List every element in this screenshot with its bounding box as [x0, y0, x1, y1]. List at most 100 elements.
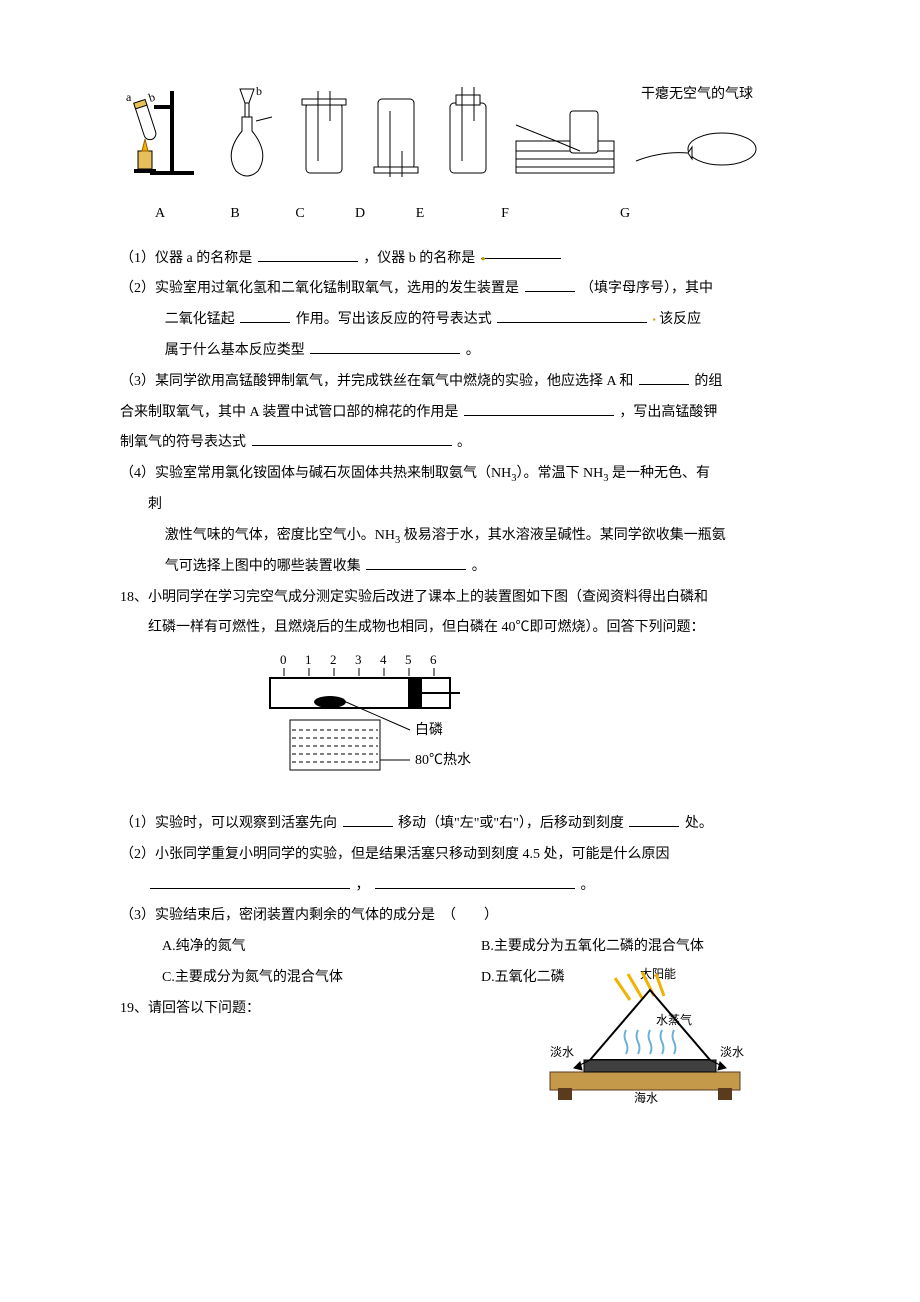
t: （1）实验时，可以观察到活塞先向 [120, 816, 337, 831]
blank [310, 339, 460, 354]
apparatus-b: b [212, 81, 282, 181]
apparatus-f-svg [510, 81, 620, 181]
t: 。 [466, 343, 480, 358]
t: 二氧化锰起 [165, 312, 235, 327]
q17-2-line3: 属于什么基本反应类型 。 [165, 336, 800, 367]
svg-text:水蒸气: 水蒸气 [656, 1012, 692, 1027]
q18-3-opts-1: A.纯净的氮气 B.主要成分为五氧化二磷的混合气体 [162, 932, 800, 963]
blank [150, 874, 350, 889]
piston-diagram: 0 1 2 3 4 5 6 白磷 [260, 650, 800, 803]
apparatus-labels: A B C D E F G [120, 199, 800, 230]
t: （3）某同学欲用高锰酸钾制氧气，并完成铁丝在氧气中燃烧的实验，他应选择 A 和 [120, 374, 633, 389]
blank [252, 431, 452, 446]
q17-4-ci: 刺 [148, 490, 800, 521]
apparatus-d-svg [366, 81, 426, 181]
t: 是一种无色、有 [608, 466, 710, 481]
q18-intro2: 红磷一样有可燃性，且燃烧后的生成物也相同，但白磷在 40℃即可燃烧）。回答下列问… [148, 613, 800, 644]
t: ，写出高锰酸钾 [619, 405, 717, 420]
svg-text:b: b [256, 84, 262, 98]
apparatus-e-svg [438, 81, 498, 181]
t: 。 [581, 878, 595, 893]
t: 。 [457, 435, 471, 450]
blank [258, 247, 358, 262]
q17-4: （4）实验室常用氯化铵固体与碱石灰固体共热来制取氨气（NH3）。常温下 NH3 … [120, 459, 800, 490]
q17-3: （3）某同学欲用高锰酸钾制氧气，并完成铁丝在氧气中燃烧的实验，他应选择 A 和 … [120, 367, 800, 398]
t: 刺 [148, 497, 162, 512]
q17-2: （2）实验室用过氧化氢和二氧化锰制取氧气，选用的发生装置是 （填字母序号），其中 [120, 274, 800, 305]
q17-1: （1）仪器 a 的名称是 ，仪器 b 的名称是 ● [120, 244, 800, 275]
t: 处。 [685, 816, 713, 831]
q17-3-line2: 合来制取氧气，其中 A 装置中试管口部的棉花的作用是 ，写出高锰酸钾 [120, 398, 800, 429]
svg-text:a: a [126, 90, 132, 104]
q17-4-line2: 激性气味的气体，密度比空气小。NH3 极易溶于水，其水溶液呈碱性。某同学欲收集一… [165, 521, 800, 552]
t: 极易溶于水，其水溶液呈碱性。某同学欲收集一瓶氨 [400, 528, 726, 543]
apparatus-a-svg: a b [120, 81, 200, 181]
blank [525, 277, 575, 292]
optD: D.五氧化二磷 [481, 963, 800, 994]
label-g: G [560, 199, 690, 230]
apparatus-b-svg: b [212, 81, 282, 181]
dot-icon: ● [481, 254, 486, 263]
optB: B.主要成分为五氧化二磷的混合气体 [481, 932, 800, 963]
t: ）。常温下 NH [516, 466, 603, 481]
label-b: B [200, 199, 270, 230]
q17-3-line3: 制氧气的符号表达式 。 [120, 428, 800, 459]
svg-text:3: 3 [355, 652, 362, 667]
svg-text:80℃热水: 80℃热水 [415, 752, 471, 768]
svg-text:6: 6 [430, 652, 437, 667]
t: 制氧气的符号表达式 [120, 435, 246, 450]
apparatus-f [510, 81, 620, 181]
apparatus-d [366, 81, 426, 181]
t: ， [356, 878, 370, 893]
t: 合来制取氧气，其中 A 装置中试管口部的棉花的作用是 [120, 405, 458, 420]
q17-1-b: ，仪器 b 的名称是 [363, 251, 475, 266]
q18-3: （3）实验结束后，密闭装置内剩余的气体的成分是 （ ） [120, 901, 800, 932]
svg-text:4: 4 [380, 652, 387, 667]
svg-text:1: 1 [305, 652, 312, 667]
blank [343, 812, 393, 827]
t: 的组 [694, 374, 722, 389]
q17-4-line3: 气可选择上图中的哪些装置收集 。 [165, 552, 800, 583]
page: a b [0, 0, 920, 1177]
t: 移动（填"左"或"右"），后移动到刻度 [398, 816, 624, 831]
dot-icon: ▪ [653, 315, 656, 324]
apparatus-c-svg [294, 81, 354, 181]
blank [366, 555, 466, 570]
svg-text:海水: 海水 [634, 1090, 658, 1104]
label-d: D [330, 199, 390, 230]
balloon-caption: 干瘪无空气的气球 [641, 80, 753, 111]
svg-text:2: 2 [330, 652, 337, 667]
svg-text:b: b [147, 90, 157, 105]
label-f: F [450, 199, 560, 230]
svg-text:淡水: 淡水 [720, 1045, 744, 1059]
q18-1: （1）实验时，可以观察到活塞先向 移动（填"左"或"右"），后移动到刻度 处。 [120, 809, 800, 840]
blank [464, 401, 614, 416]
q17-1-a: （1）仪器 a 的名称是 [120, 251, 252, 266]
q18-2: （2）小张同学重复小明同学的实验，但是结果活塞只移动到刻度 4.5 处，可能是什… [120, 840, 800, 871]
apparatus-c [294, 81, 354, 181]
svg-text:0: 0 [280, 652, 287, 667]
blank [497, 308, 647, 323]
label-a: A [120, 199, 200, 230]
optA: A.纯净的氮气 [162, 932, 481, 963]
apparatus-g: 干瘪无空气的气球 [632, 80, 762, 181]
svg-text:白磷: 白磷 [415, 722, 443, 738]
q17-2-line2: 二氧化锰起 作用。写出该反应的符号表达式 ▪ 该反应 [165, 305, 800, 336]
blank: ● [481, 244, 561, 259]
apparatus-g-svg [632, 111, 762, 181]
blank [639, 370, 689, 385]
q18-intro1: 18、小明同学在学习完空气成分测定实验后改进了课本上的装置图如下图（查阅资料得出… [120, 583, 800, 614]
t: 作用。写出该反应的符号表达式 [296, 312, 492, 327]
t: 激性气味的气体，密度比空气小。NH [165, 528, 395, 543]
t: 。 [472, 559, 486, 574]
piston-svg: 0 1 2 3 4 5 6 白磷 [260, 650, 540, 790]
blank [240, 308, 290, 323]
q17-2-b: （填字母序号），其中 [580, 281, 713, 296]
apparatus-e [438, 81, 498, 181]
svg-text:5: 5 [405, 652, 412, 667]
t: 该反应 [659, 312, 701, 327]
svg-text:淡水: 淡水 [550, 1045, 574, 1059]
t: 气可选择上图中的哪些装置收集 [165, 559, 361, 574]
apparatus-a: a b [120, 81, 200, 181]
apparatus-row: a b [120, 80, 800, 181]
